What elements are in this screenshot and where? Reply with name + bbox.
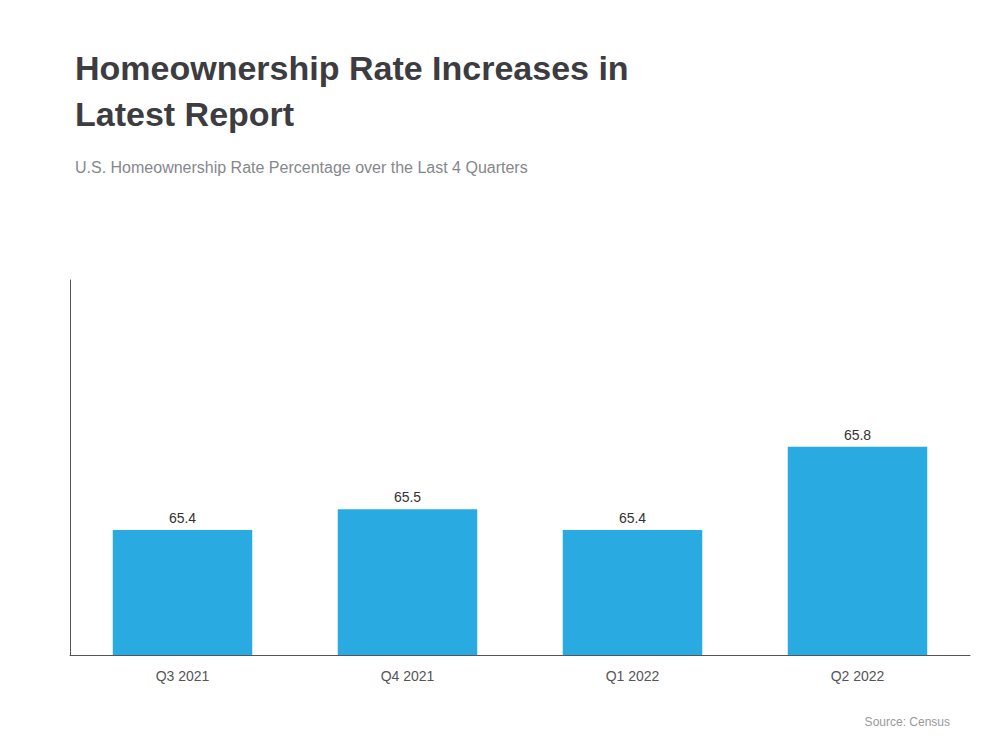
svg-text:Homeownership Rate Increases i: Homeownership Rate Increases in xyxy=(75,49,629,87)
svg-text:Q3 2021: Q3 2021 xyxy=(156,668,210,684)
svg-text:Latest Report: Latest Report xyxy=(75,95,294,133)
svg-text:65.4: 65.4 xyxy=(619,510,646,526)
svg-text:Source: Census: Source: Census xyxy=(865,715,950,729)
svg-text:U.S. Homeownership Rate Percen: U.S. Homeownership Rate Percentage over … xyxy=(75,159,528,176)
svg-text:65.4: 65.4 xyxy=(169,510,196,526)
svg-text:65.8: 65.8 xyxy=(844,427,871,443)
svg-text:65.5: 65.5 xyxy=(394,489,421,505)
svg-text:Q4 2021: Q4 2021 xyxy=(381,668,435,684)
svg-text:Q2 2022: Q2 2022 xyxy=(831,668,885,684)
svg-text:Q1 2022: Q1 2022 xyxy=(606,668,660,684)
